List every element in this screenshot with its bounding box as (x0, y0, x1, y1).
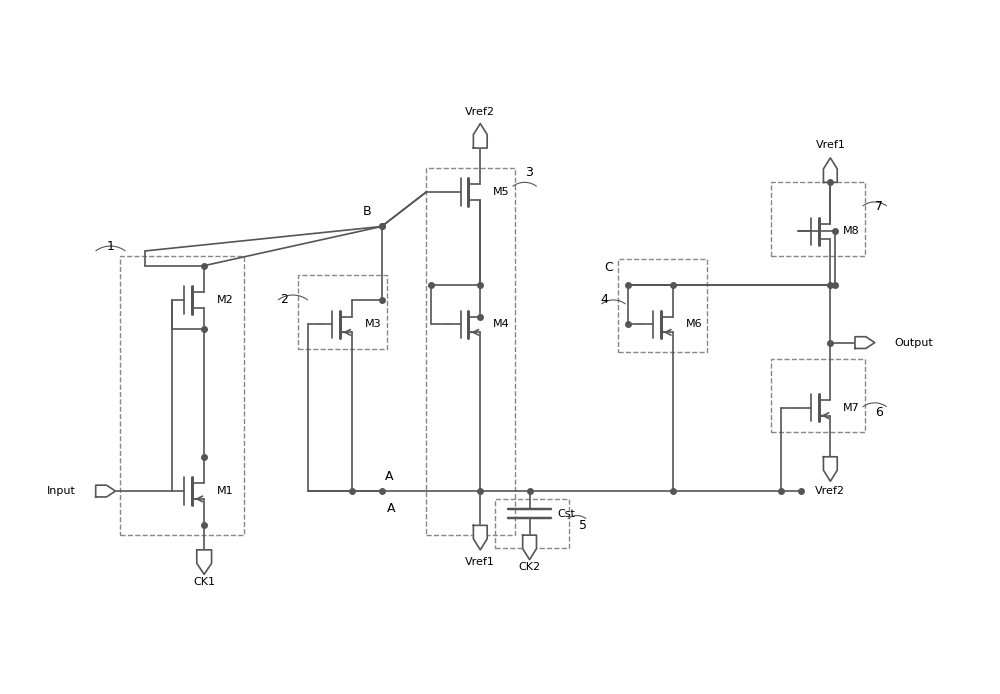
Text: A: A (387, 502, 396, 515)
Text: Output: Output (894, 337, 933, 348)
Polygon shape (855, 337, 875, 348)
Text: Vref2: Vref2 (465, 107, 495, 117)
Text: M5: M5 (493, 187, 510, 197)
Text: B: B (363, 205, 371, 218)
Text: Vref1: Vref1 (465, 557, 495, 566)
Text: 7: 7 (875, 201, 883, 213)
Polygon shape (473, 124, 487, 148)
Bar (120, 256, 244, 535)
Text: M2: M2 (217, 295, 234, 305)
Text: M6: M6 (685, 319, 702, 330)
Polygon shape (823, 158, 837, 183)
Text: 2: 2 (280, 294, 288, 307)
Polygon shape (823, 457, 837, 481)
Text: A: A (385, 470, 394, 483)
Bar (771, 359, 865, 432)
Text: M1: M1 (217, 486, 234, 496)
Bar (426, 168, 515, 535)
Text: 4: 4 (601, 294, 608, 307)
Polygon shape (473, 525, 487, 550)
Text: Vref2: Vref2 (815, 486, 845, 496)
Text: Input: Input (47, 486, 76, 496)
Text: 3: 3 (525, 166, 533, 179)
Polygon shape (197, 550, 212, 575)
Bar (771, 183, 865, 256)
Text: M8: M8 (843, 226, 860, 237)
Polygon shape (523, 535, 536, 559)
Bar (618, 259, 707, 352)
Bar (298, 276, 387, 349)
Bar (495, 499, 569, 548)
Text: 1: 1 (107, 239, 114, 253)
Text: Cst: Cst (557, 509, 575, 518)
Text: M7: M7 (843, 403, 860, 413)
Text: CK1: CK1 (193, 577, 215, 587)
Text: M3: M3 (365, 319, 382, 330)
Text: M4: M4 (493, 319, 510, 330)
Text: CK2: CK2 (519, 563, 541, 573)
Text: Vref1: Vref1 (815, 140, 845, 150)
Text: 6: 6 (875, 406, 883, 419)
Polygon shape (96, 485, 115, 497)
Text: 5: 5 (579, 519, 587, 532)
Text: C: C (604, 261, 613, 274)
